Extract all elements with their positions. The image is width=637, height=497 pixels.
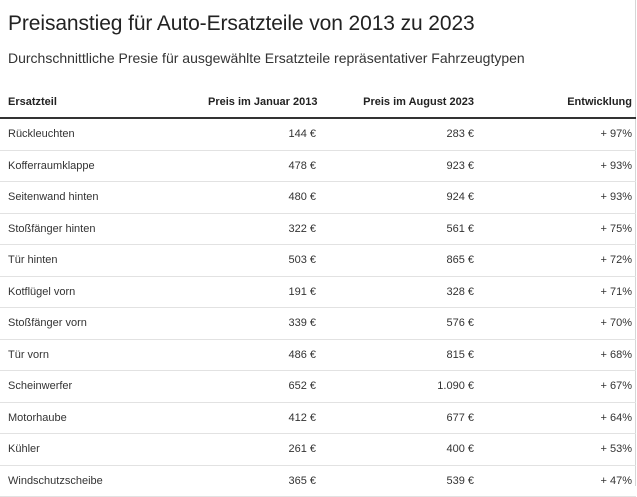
cell-change: + 75% — [478, 213, 636, 245]
cell-price-2023: 400 € — [320, 433, 478, 466]
column-header-change: Entwicklung — [478, 86, 636, 119]
cell-price-2013: 652 € — [200, 370, 320, 403]
page-subtitle: Durchschnittliche Presie für ausgewählte… — [8, 50, 525, 66]
table-row: Stoßfänger hinten 322 €561 € + 75% — [0, 213, 636, 245]
cell-part: Kühler — [0, 433, 200, 466]
cell-part: Motorhaube — [0, 402, 200, 434]
cell-price-2013: 486 € — [200, 339, 320, 371]
cell-price-2013: 480 € — [200, 181, 320, 214]
cell-change: + 64% — [478, 402, 636, 434]
cell-part: Tür vorn — [0, 339, 200, 371]
cell-price-2013: 191 € — [200, 276, 320, 308]
table-row: Motorhaube 412 €677 € + 64% — [0, 402, 636, 434]
cell-part: Kotflügel vorn — [0, 276, 200, 308]
table-row: Kofferraumklappe 478 €923 € + 93% — [0, 150, 636, 182]
cell-change: + 67% — [478, 370, 636, 403]
cell-price-2023: 328 € — [320, 276, 478, 308]
cell-part: Seitenwand hinten — [0, 181, 200, 214]
table-header-row: Ersatzteil Preis im Januar 2013 Preis im… — [0, 86, 636, 119]
page-title: Preisanstieg für Auto-Ersatzteile von 20… — [8, 12, 475, 35]
cell-price-2023: 677 € — [320, 402, 478, 434]
cell-change: + 72% — [478, 244, 636, 277]
cell-price-2023: 576 € — [320, 307, 478, 340]
table-row: Kotflügel vorn 191 €328 € + 71% — [0, 276, 636, 308]
cell-change: + 68% — [478, 339, 636, 371]
cell-price-2013: 261 € — [200, 433, 320, 466]
table-row: Windschutzscheibe 365 €539 € + 47% — [0, 465, 636, 497]
cell-price-2023: 539 € — [320, 465, 478, 497]
cell-price-2023: 283 € — [320, 118, 478, 151]
cell-price-2023: 865 € — [320, 244, 478, 277]
cell-price-2013: 478 € — [200, 150, 320, 182]
cell-price-2023: 561 € — [320, 213, 478, 245]
table-row: Stoßfänger vorn 339 €576 € + 70% — [0, 307, 636, 340]
cell-price-2013: 339 € — [200, 307, 320, 340]
cell-part: Stoßfänger vorn — [0, 307, 200, 340]
cell-price-2023: 815 € — [320, 339, 478, 371]
column-header-price-2013: Preis im Januar 2013 — [200, 86, 320, 119]
cell-price-2013: 322 € — [200, 213, 320, 245]
cell-part: Rückleuchten — [0, 118, 200, 151]
table-row: Tür vorn 486 €815 € + 68% — [0, 339, 636, 371]
cell-price-2013: 503 € — [200, 244, 320, 277]
cell-change: + 93% — [478, 181, 636, 214]
cell-change: + 53% — [478, 433, 636, 466]
cell-part: Tür hinten — [0, 244, 200, 277]
table-row: Seitenwand hinten 480 €924 € + 93% — [0, 181, 636, 214]
cell-price-2023: 1.090 € — [320, 370, 478, 403]
table-row: Scheinwerfer 652 €1.090 € + 67% — [0, 370, 636, 403]
cell-change: + 93% — [478, 150, 636, 182]
cell-part: Stoßfänger hinten — [0, 213, 200, 245]
cell-price-2013: 365 € — [200, 465, 320, 497]
column-header-part: Ersatzteil — [0, 86, 200, 119]
column-header-price-2023: Preis im August 2023 — [320, 86, 478, 119]
cell-change: + 47% — [478, 465, 636, 497]
cell-part: Scheinwerfer — [0, 370, 200, 403]
price-table: Ersatzteil Preis im Januar 2013 Preis im… — [0, 86, 636, 497]
table-row: Tür hinten 503 €865 € + 72% — [0, 244, 636, 277]
cell-change: + 70% — [478, 307, 636, 340]
cell-price-2023: 924 € — [320, 181, 478, 214]
table-body: Rückleuchten 144 €283 € + 97% Kofferraumkla… — [0, 118, 636, 497]
cell-part: Windschutzscheibe — [0, 465, 200, 497]
cell-price-2013: 412 € — [200, 402, 320, 434]
cell-change: + 71% — [478, 276, 636, 308]
table-row: Rückleuchten 144 €283 € + 97% — [0, 118, 636, 151]
table-row: Kühler 261 €400 € + 53% — [0, 433, 636, 466]
cell-part: Kofferraumklappe — [0, 150, 200, 182]
cell-change: + 97% — [478, 118, 636, 151]
cell-price-2013: 144 € — [200, 118, 320, 151]
cell-price-2023: 923 € — [320, 150, 478, 182]
